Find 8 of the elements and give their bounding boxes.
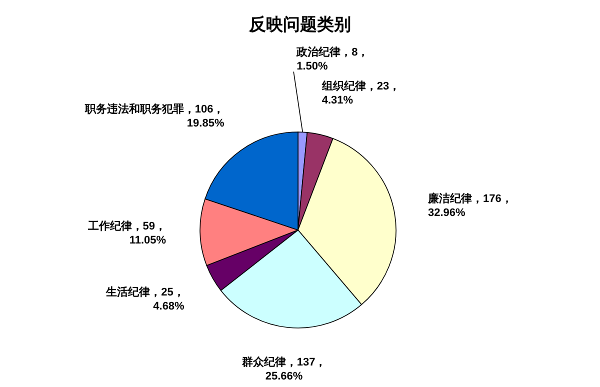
slice-label: 生活纪律，25，4.68% (105, 285, 185, 312)
slice-label: 职务违法和职务犯罪，106，19.85% (84, 102, 224, 130)
slice-label: 政治纪律，8，1.50% (296, 46, 369, 73)
slice-label: 组织纪律，23，4.31% (320, 80, 400, 107)
chart-title: 反映问题类别 (248, 15, 351, 34)
slice-label: 廉洁纪律，176，32.96% (426, 192, 512, 220)
slice-label: 工作纪律，59，11.05% (86, 219, 166, 246)
slice-label: 群众纪律，137，25.66% (240, 355, 326, 382)
